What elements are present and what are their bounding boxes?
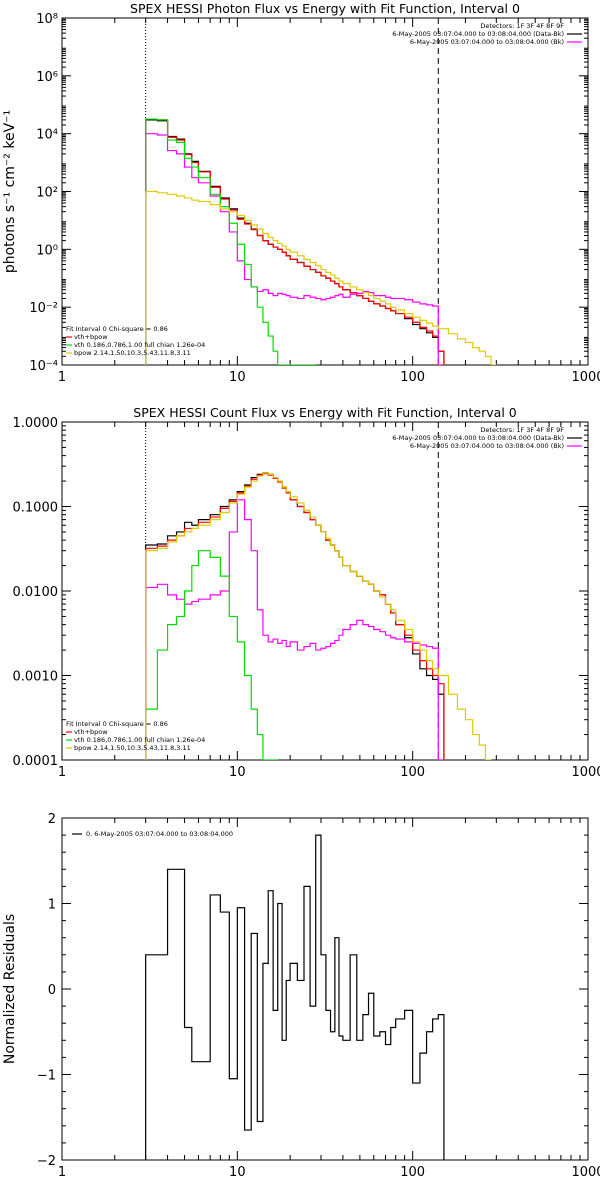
plot-frame [62, 18, 588, 365]
series-line-5 [146, 473, 492, 760]
y-tick-label: 10⁴ [36, 128, 58, 143]
legend-top-right-entry: Detectors: 1F 3F 4F 8F 9F [480, 426, 564, 434]
chart-title: SPEX HESSI Count Flux vs Energy with Fit… [133, 405, 516, 420]
y-tick-label: 10⁶ [36, 70, 58, 85]
x-tick-label: 1 [58, 1165, 66, 1180]
legend-bottom-left-entry: vth+bpow [74, 728, 108, 736]
series-line-1 [146, 835, 444, 1160]
y-tick-label: 10⁻² [29, 301, 58, 316]
y-axis-label: Normalized Residuals [2, 914, 18, 1064]
plot-panel-1: 1 10 100 1000 10⁻⁴ 10⁻² 10⁰ 10² 10⁴ 10⁶ 10⁸ SPEX HE… [2, 1, 600, 385]
series-line-5 [146, 192, 497, 366]
x-tick-label: 100 [400, 1165, 425, 1180]
legend-bottom-left-entry: Fit Interval 0 Chi-square = 0.86 [66, 720, 168, 728]
y-tick-label: 10⁰ [36, 243, 58, 258]
plot-frame [62, 422, 588, 760]
y-tick-label: 0.0001 [13, 754, 59, 769]
y-axis-label: photons s⁻¹ cm⁻² keV⁻¹ [2, 110, 18, 273]
y-tick-label: 2 [48, 812, 56, 827]
legend-top-right-entry: 6-May-2005 03:07:04.000 to 03:08:04.000 … [392, 30, 564, 38]
series-line-4 [146, 119, 317, 365]
legend-top-right-entry: Detectors: 1F 3F 4F 8F 9F [480, 22, 564, 30]
y-tick-label: 10⁸ [36, 12, 58, 27]
legend-bottom-left-entry: vth+bpow [74, 333, 108, 341]
plot-panel-2: 1 10 100 1000 0.0001 0.0010 0.0100 0.1000 1.0000… [13, 405, 600, 780]
legend-top-right-entry: 6-May-2005 03:07:04.000 to 03:08:04.000 … [392, 434, 564, 442]
legend-bottom-left-entry: vth 0.186,0.786,1.00 full chian 1.26e-04 [74, 341, 205, 349]
series-line-4 [146, 551, 278, 760]
plot-panel-3: 1 10 100 1000 −2 −1 0 1 2 Normalized Residuals 0. … [2, 812, 600, 1180]
x-tick-label: 100 [400, 765, 425, 780]
legend-bottom-left-entry: vth 0.186,0.786,1.00 full chian 1.26e-04 [74, 736, 205, 744]
series-line-3 [146, 500, 444, 760]
x-tick-label: 1000 [571, 765, 600, 780]
y-tick-label: 0.0100 [13, 585, 59, 600]
x-tick-label: 1 [58, 765, 66, 780]
legend-bottom-left-entry: bpow 2.14,1.50,10.3,5.43,11.8,3.11 [74, 744, 191, 752]
x-tick-label: 1000 [571, 370, 600, 385]
y-tick-label: 10⁻⁴ [29, 359, 58, 374]
y-tick-label: 0.0010 [13, 670, 59, 685]
plot-frame [62, 818, 588, 1160]
x-tick-label: 1000 [571, 1165, 600, 1180]
legend-top-right-entry: 6-May-2005 03:07:04.000 to 03:08:04.000 … [410, 442, 564, 450]
legend-bottom-left-entry: Fit Interval 0 Chi-square = 0.86 [66, 325, 168, 333]
legend-top-right-entry: 6-May-2005 03:07:04.000 to 03:08:04.000 … [410, 38, 564, 46]
series-line-1 [146, 120, 444, 365]
series-line-1 [146, 473, 444, 760]
y-tick-label: 10² [36, 186, 58, 201]
x-tick-label: 10 [229, 765, 246, 780]
y-tick-label: 1 [48, 898, 56, 913]
y-tick-label: 1.0000 [13, 416, 59, 431]
x-tick-label: 100 [400, 370, 425, 385]
series-line-3 [146, 134, 444, 365]
y-tick-label: 0.1000 [13, 501, 59, 516]
y-tick-label: −2 [37, 1154, 56, 1169]
y-tick-label: 0 [48, 983, 56, 998]
series-line-2 [146, 474, 444, 760]
x-tick-label: 10 [229, 1165, 246, 1180]
legend-top-left-entry: 0. 6-May-2005 03:07:04.000 to 03:08:04.0… [86, 830, 233, 838]
series-line-2 [146, 119, 444, 365]
x-tick-label: 10 [229, 370, 246, 385]
y-tick-label: −1 [37, 1069, 56, 1084]
legend-bottom-left-entry: bpow 2.14,1.50,10.3,5.43,11.8,3.11 [74, 349, 191, 357]
x-tick-label: 1 [58, 370, 66, 385]
chart-title: SPEX HESSI Photon Flux vs Energy with Fi… [130, 1, 520, 16]
